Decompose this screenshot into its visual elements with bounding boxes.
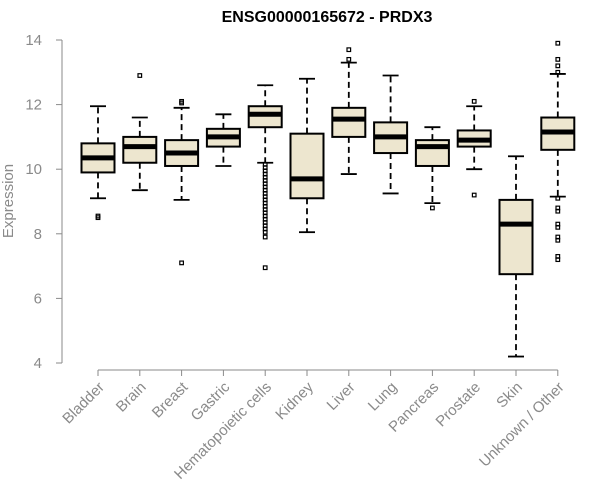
outlier-point [430, 205, 435, 211]
outlier-point [555, 69, 561, 75]
box-brain [122, 73, 158, 192]
box-liver [331, 47, 367, 175]
chart-title: ENSG00000165672 - PRDX3 [222, 9, 433, 26]
x-tick-label: Lung [365, 379, 401, 415]
outlier-point [555, 195, 561, 201]
x-tick-label: Skin [493, 379, 526, 412]
outlier-point [555, 224, 561, 230]
box-prostate [456, 98, 492, 198]
box-skin [498, 155, 534, 358]
outlier-point [555, 257, 561, 263]
box-bladder [80, 105, 116, 221]
outlier-point [555, 56, 561, 62]
y-axis-label: Expression [0, 164, 17, 238]
y-tick-label: 14 [25, 32, 42, 49]
x-tick-label: Bladder [59, 379, 108, 428]
iqr-box [289, 132, 325, 200]
y-tick-label: 12 [25, 97, 42, 114]
iqr-box [498, 198, 534, 276]
outlier-point [555, 40, 561, 46]
iqr-box [122, 135, 158, 164]
box-kidney [289, 77, 325, 234]
x-tick-label: Brain [113, 379, 150, 416]
outlier-point [555, 63, 561, 69]
iqr-box [331, 106, 367, 138]
outlier-point [95, 213, 101, 219]
outlier-point [471, 98, 477, 104]
y-tick-label: 4 [34, 355, 42, 372]
box-lung [373, 74, 409, 195]
outlier-point [471, 192, 477, 198]
iqr-box [414, 139, 450, 167]
outlier-point [555, 237, 561, 243]
x-tick-label: Prostate [432, 379, 484, 431]
box-pancreas [414, 126, 450, 211]
box-hematopoietic-cells [247, 84, 283, 271]
outlier-point [262, 229, 268, 235]
x-tick-label: Breast [149, 378, 192, 421]
x-tick-label: Liver [324, 379, 359, 414]
outlier-point [262, 265, 268, 271]
x-tick-label: Kidney [272, 378, 317, 423]
y-tick-label: 6 [34, 290, 42, 307]
outlier-point [179, 260, 185, 266]
box-series [80, 40, 576, 358]
y-tick-label: 8 [34, 226, 42, 243]
outlier-point [346, 56, 352, 62]
outlier-point [346, 47, 352, 53]
outlier-point [262, 234, 268, 240]
box-gastric [205, 113, 241, 167]
box-unknown-other [540, 40, 576, 263]
y-axis: 4 6 8 10 12 14 [25, 32, 63, 372]
box-breast [164, 98, 200, 266]
outlier-point [555, 208, 561, 214]
outlier-point [179, 98, 185, 104]
outlier-point [137, 73, 143, 78]
y-tick-label: 10 [25, 161, 42, 178]
